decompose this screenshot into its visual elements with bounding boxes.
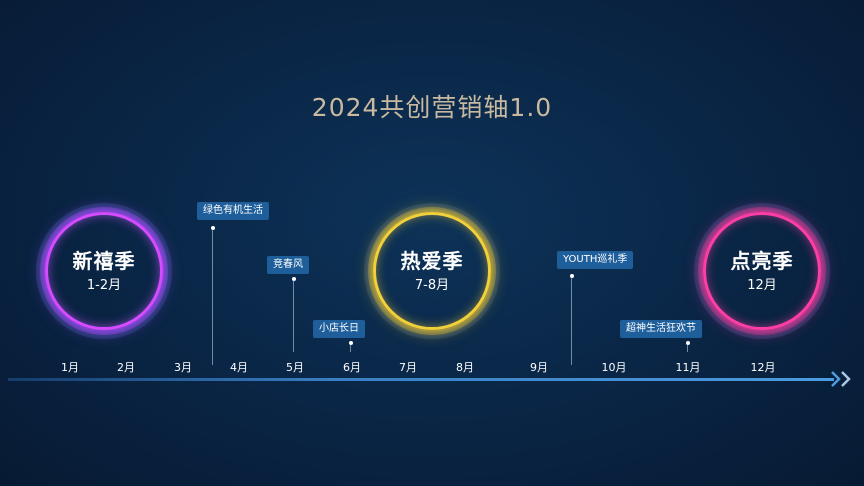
month-label: 12月 bbox=[750, 361, 776, 374]
month-label: 1月 bbox=[61, 361, 79, 374]
season-circle-passion: 热爱季 7-8月 bbox=[364, 203, 500, 339]
event-tag-store-manager-day: 小店长日 bbox=[313, 320, 365, 338]
season-range: 12月 bbox=[747, 278, 777, 293]
month-label: 4月 bbox=[230, 361, 248, 374]
month-label: 3月 bbox=[174, 361, 192, 374]
event-dot bbox=[349, 341, 353, 345]
event-stem bbox=[571, 277, 572, 365]
month-label: 5月 bbox=[286, 361, 304, 374]
month-label: 11月 bbox=[675, 361, 701, 374]
event-stem bbox=[293, 280, 294, 352]
month-label: 2月 bbox=[117, 361, 135, 374]
month-label: 9月 bbox=[530, 361, 548, 374]
month-label: 8月 bbox=[456, 361, 474, 374]
timeline-axis bbox=[8, 378, 834, 381]
double-chevron-right-icon bbox=[831, 371, 851, 387]
month-label: 6月 bbox=[343, 361, 361, 374]
season-circle-light-up: 点亮季 12月 bbox=[694, 203, 830, 339]
event-tag-youth-tour: YOUTH巡礼季 bbox=[557, 251, 634, 269]
season-range: 1-2月 bbox=[86, 278, 122, 293]
season-range: 7-8月 bbox=[414, 278, 450, 293]
page-title: 2024共创营销轴1.0 bbox=[311, 93, 553, 122]
event-stem bbox=[350, 344, 351, 352]
season-name: 新禧季 bbox=[72, 249, 136, 273]
season-circle-new-year: 新禧季 1-2月 bbox=[36, 203, 172, 339]
event-dot bbox=[686, 341, 690, 345]
event-dot bbox=[292, 277, 296, 281]
event-stem bbox=[212, 229, 213, 365]
event-tag-green-organic-life: 绿色有机生活 bbox=[197, 202, 269, 220]
season-ring bbox=[45, 212, 163, 330]
event-dot bbox=[211, 226, 215, 230]
event-tag-spring-breeze: 竞春风 bbox=[267, 256, 309, 274]
season-ring bbox=[373, 212, 491, 330]
season-name: 热爱季 bbox=[400, 249, 464, 273]
season-name: 点亮季 bbox=[730, 249, 794, 273]
event-tag-super-life-carnival: 超神生活狂欢节 bbox=[620, 320, 702, 338]
month-label: 7月 bbox=[399, 361, 417, 374]
event-stem bbox=[687, 344, 688, 352]
month-label: 10月 bbox=[601, 361, 627, 374]
event-dot bbox=[570, 274, 574, 278]
season-ring bbox=[703, 212, 821, 330]
